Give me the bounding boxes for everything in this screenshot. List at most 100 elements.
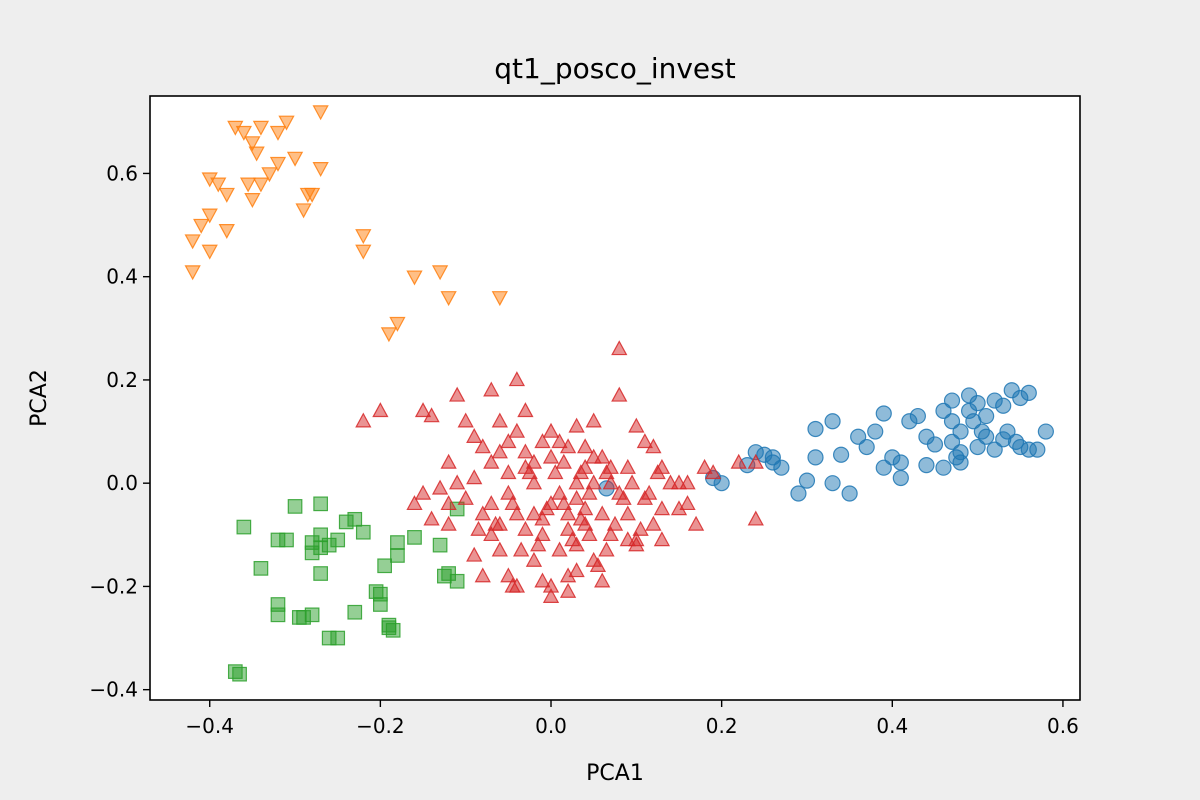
data-point-circle (918, 457, 935, 474)
data-point-triangle-up (649, 464, 666, 480)
data-point-triangle-up (585, 474, 602, 490)
data-point-triangle-up (606, 515, 624, 531)
data-point-triangle-up (542, 422, 560, 438)
data-point-circle (909, 407, 926, 425)
y-axis-ticks: −0.4 −0.2 0.0 0.2 0.4 0.6 (89, 161, 150, 702)
data-point-triangle-down (299, 187, 316, 203)
data-point-circle (943, 433, 961, 450)
data-point-triangle-up (466, 469, 483, 485)
data-point-triangle-down (355, 244, 372, 260)
data-point-square (287, 499, 303, 514)
data-point-triangle-up (572, 510, 590, 526)
data-point-triangle-up (440, 495, 457, 511)
data-point-triangle-up (414, 402, 432, 418)
data-point-triangle-up (585, 412, 602, 428)
series-0 (598, 382, 1054, 502)
data-point-square (347, 604, 363, 620)
data-point-triangle-up (598, 541, 615, 557)
data-point-triangle-up (534, 433, 551, 449)
data-point-triangle-up (572, 464, 590, 480)
data-point-circle (807, 420, 824, 438)
data-point-triangle-down (252, 120, 270, 136)
data-point-triangle-down (201, 208, 218, 224)
data-point-circle (935, 402, 952, 420)
data-point-triangle-down (218, 187, 235, 203)
data-point-triangle-up (653, 531, 671, 547)
data-point-triangle-up (623, 474, 641, 490)
series-1 (184, 105, 508, 343)
data-point-square (313, 496, 328, 512)
data-point-triangle-up (602, 526, 619, 542)
data-point-triangle-up (466, 427, 483, 443)
data-point-circle (918, 428, 935, 445)
data-point-triangle-up (594, 505, 611, 521)
data-point-square (304, 607, 320, 623)
y-axis-label: PCA2 (27, 369, 52, 427)
data-point-triangle-up (517, 520, 534, 536)
data-point-circle (969, 395, 986, 412)
data-point-circle (850, 428, 867, 445)
x-axis-label: PCA1 (586, 761, 644, 786)
data-point-triangle-up (551, 484, 568, 500)
data-point-triangle-up (568, 474, 585, 490)
data-point-triangle-up (449, 474, 466, 490)
data-point-square (385, 622, 401, 638)
data-point-triangle-up (466, 546, 483, 562)
data-point-triangle-up (457, 489, 474, 505)
data-point-circle (965, 413, 982, 430)
y-tick-label: 0.2 (106, 368, 138, 392)
data-point-square (270, 607, 286, 623)
data-point-circle (1020, 384, 1037, 401)
data-point-triangle-up (517, 443, 534, 459)
data-point-circle (999, 423, 1016, 440)
data-point-triangle-up (628, 531, 645, 547)
data-point-triangle-down (244, 193, 261, 209)
plot-frame (149, 95, 1081, 701)
data-point-triangle-up (555, 495, 572, 511)
data-point-triangle-up (521, 464, 538, 480)
data-point-circle (943, 413, 961, 430)
data-point-circle (952, 423, 969, 440)
data-point-circle (764, 454, 781, 471)
data-point-triangle-up (508, 371, 526, 387)
data-point-circle (892, 469, 909, 487)
data-point-circle (973, 423, 990, 440)
data-point-square (313, 566, 328, 581)
data-point-triangle-up (500, 484, 517, 500)
data-point-triangle-up (653, 500, 671, 516)
data-point-triangle-up (525, 453, 543, 469)
data-point-triangle-up (491, 412, 508, 428)
data-point-triangle-up (513, 541, 530, 557)
data-point-triangle-up (449, 386, 466, 402)
data-point-circle (833, 446, 850, 463)
data-point-square (330, 532, 346, 548)
data-point-circle (948, 449, 965, 466)
data-point-square (432, 537, 448, 553)
data-point-circle (798, 472, 816, 489)
data-point-circle (943, 392, 961, 409)
data-point-triangle-down (248, 146, 265, 162)
data-point-triangle-down (295, 203, 312, 219)
data-point-circle (790, 485, 807, 502)
data-point-triangle-down (201, 244, 218, 260)
data-point-triangle-up (602, 474, 619, 490)
data-point-triangle-down (380, 327, 398, 343)
x-tick-label: 0.2 (706, 714, 738, 738)
data-point-triangle-up (551, 433, 568, 449)
data-point-triangle-up (559, 520, 577, 536)
data-point-triangle-up (500, 567, 517, 583)
data-point-triangle-up (636, 433, 653, 449)
data-point-circle (1029, 441, 1046, 458)
data-point-triangle-up (525, 505, 543, 521)
data-point-triangle-up (568, 489, 585, 505)
data-point-triangle-up (414, 484, 432, 500)
data-point-square (253, 561, 269, 576)
data-point-triangle-up (619, 458, 636, 474)
data-point-triangle-down (210, 177, 227, 193)
data-point-circle (858, 438, 875, 456)
data-point-square (390, 548, 405, 563)
data-point-triangle-down (261, 167, 278, 183)
chart-title: qt1_posco_invest (494, 52, 735, 85)
x-tick-label: 0.4 (876, 714, 908, 738)
data-point-triangle-up (645, 438, 662, 454)
